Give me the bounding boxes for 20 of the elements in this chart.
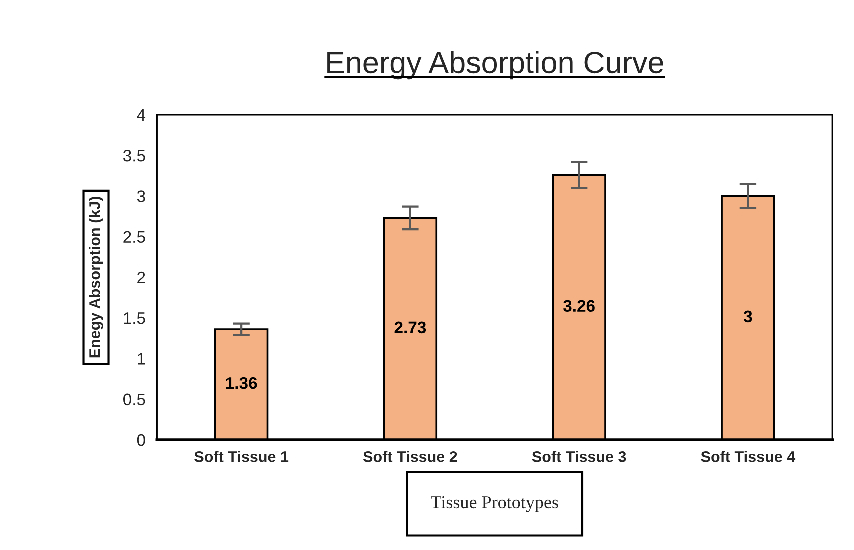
y-tick-label: 3.5 [123, 150, 146, 162]
y-tick-label: 0.5 [124, 394, 146, 406]
y-tick-label: 3 [137, 190, 146, 202]
chart-title: Energy Absorption Curve [328, 51, 664, 80]
y-tick-label: 1.5 [124, 312, 146, 324]
y-tick-label: 1 [138, 353, 146, 365]
x-tick-label: Soft Tissue 1 [194, 451, 289, 462]
x-tick-label: Soft Tissue 4 [701, 451, 796, 462]
x-axis-title: Tissue Prototypes [431, 496, 558, 512]
data-label: 1.36 [226, 377, 258, 390]
y-tick-label: 4 [137, 110, 146, 121]
y-tick-label: 0 [137, 434, 146, 446]
x-tick-label: Soft Tissue 2 [363, 451, 458, 462]
data-label: 2.73 [394, 322, 426, 334]
y-axis-title: Enegy Absorption (kJ) [89, 197, 104, 358]
data-label: 3 [744, 310, 752, 323]
x-tick-label: Soft Tissue 3 [532, 451, 626, 462]
y-tick-label: 2 [138, 272, 146, 284]
y-tick-label: 2.5 [124, 231, 146, 244]
data-label: 3.26 [564, 300, 595, 312]
